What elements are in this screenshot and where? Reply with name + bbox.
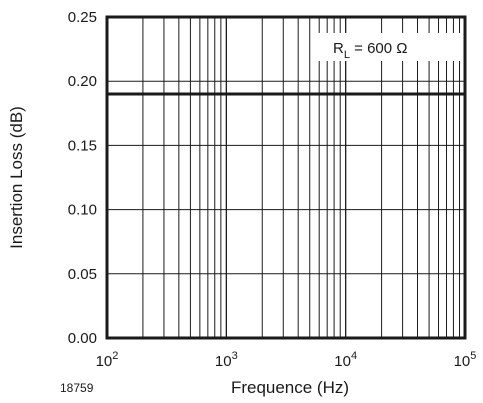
x-tick-label: 104	[334, 350, 357, 370]
y-tick-label: 0.25	[68, 9, 97, 26]
y-tick-labels: 0.00 0.05 0.10 0.15 0.20 0.25	[68, 9, 97, 347]
annotation-background	[318, 33, 462, 61]
plot-frame	[105, 15, 467, 340]
annotation-layer: RL = 600 Ω	[318, 33, 462, 61]
y-tick-label: 0.00	[68, 330, 97, 347]
x-tick-label: 103	[215, 350, 238, 370]
y-tick-label: 0.05	[68, 266, 97, 283]
annotation-label: RL = 600 Ω	[333, 40, 407, 61]
x-tick-label: 102	[96, 350, 119, 370]
x-axis-title: Frequence (Hz)	[231, 378, 349, 397]
y-tick-label: 0.10	[68, 202, 97, 219]
x-tick-label: 105	[454, 350, 477, 370]
grid-lines	[106, 16, 465, 339]
y-tick-label: 0.15	[68, 137, 97, 154]
x-tick-labels: 102 103 104 105	[96, 350, 477, 370]
y-axis-title: Insertion Loss (dB)	[7, 106, 26, 249]
y-tick-label: 0.20	[68, 73, 97, 90]
figure-id: 18759	[60, 381, 94, 395]
